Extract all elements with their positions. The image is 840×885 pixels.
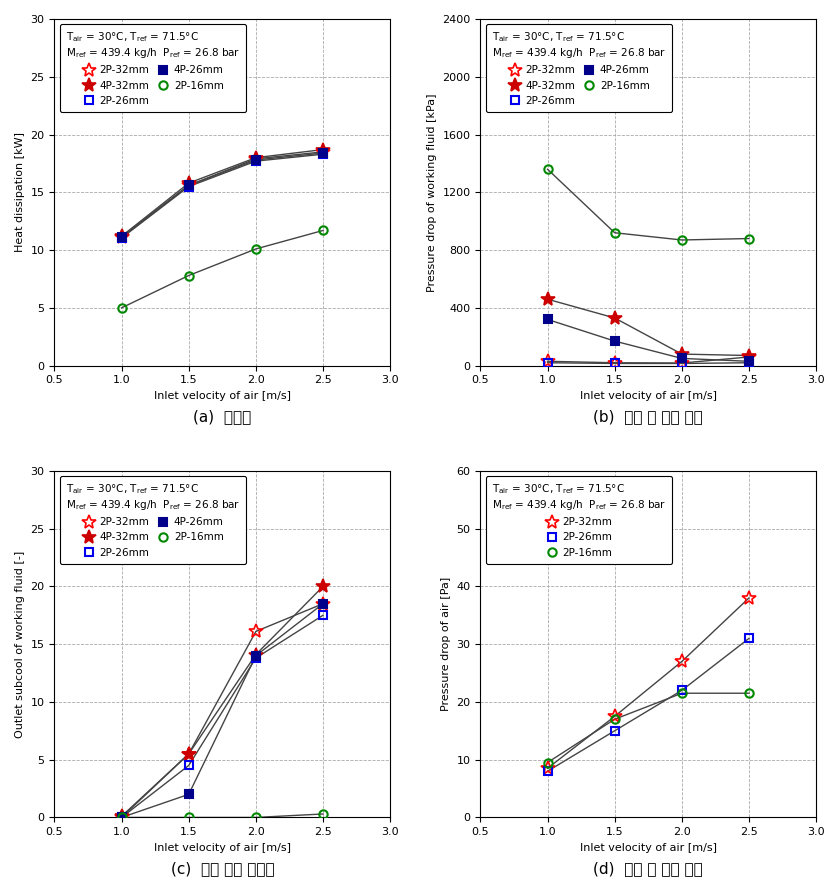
Y-axis label: Heat dissipation [kW]: Heat dissipation [kW] [15, 133, 25, 252]
Y-axis label: Outlet subcool of working fluid [-]: Outlet subcool of working fluid [-] [15, 550, 25, 738]
Legend: 2P-32mm, 2P-26mm, 2P-16mm: 2P-32mm, 2P-26mm, 2P-16mm [486, 476, 672, 564]
Text: (c)  냉매 출구 과냉도: (c) 냉매 출구 과냉도 [171, 861, 274, 876]
Y-axis label: Pressure drop of air [Pa]: Pressure drop of air [Pa] [441, 577, 451, 712]
Legend: 2P-32mm, 4P-32mm, 2P-26mm, 4P-26mm, 2P-16mm: 2P-32mm, 4P-32mm, 2P-26mm, 4P-26mm, 2P-1… [60, 24, 246, 112]
Legend: 2P-32mm, 4P-32mm, 2P-26mm, 4P-26mm, 2P-16mm: 2P-32mm, 4P-32mm, 2P-26mm, 4P-26mm, 2P-1… [60, 476, 246, 564]
Legend: 2P-32mm, 4P-32mm, 2P-26mm, 4P-26mm, 2P-16mm: 2P-32mm, 4P-32mm, 2P-26mm, 4P-26mm, 2P-1… [486, 24, 672, 112]
X-axis label: Inlet velocity of air [m/s]: Inlet velocity of air [m/s] [154, 843, 291, 853]
X-axis label: Inlet velocity of air [m/s]: Inlet velocity of air [m/s] [154, 391, 291, 401]
Text: (a)  방열량: (a) 방열량 [193, 409, 251, 424]
X-axis label: Inlet velocity of air [m/s]: Inlet velocity of air [m/s] [580, 391, 717, 401]
Text: (d)  공기 측 압력 손실: (d) 공기 측 압력 손실 [593, 861, 703, 876]
Text: (b)  냉매 측 압력 손실: (b) 냉매 측 압력 손실 [593, 409, 703, 424]
X-axis label: Inlet velocity of air [m/s]: Inlet velocity of air [m/s] [580, 843, 717, 853]
Y-axis label: Pressure drop of working fluid [kPa]: Pressure drop of working fluid [kPa] [427, 93, 437, 291]
